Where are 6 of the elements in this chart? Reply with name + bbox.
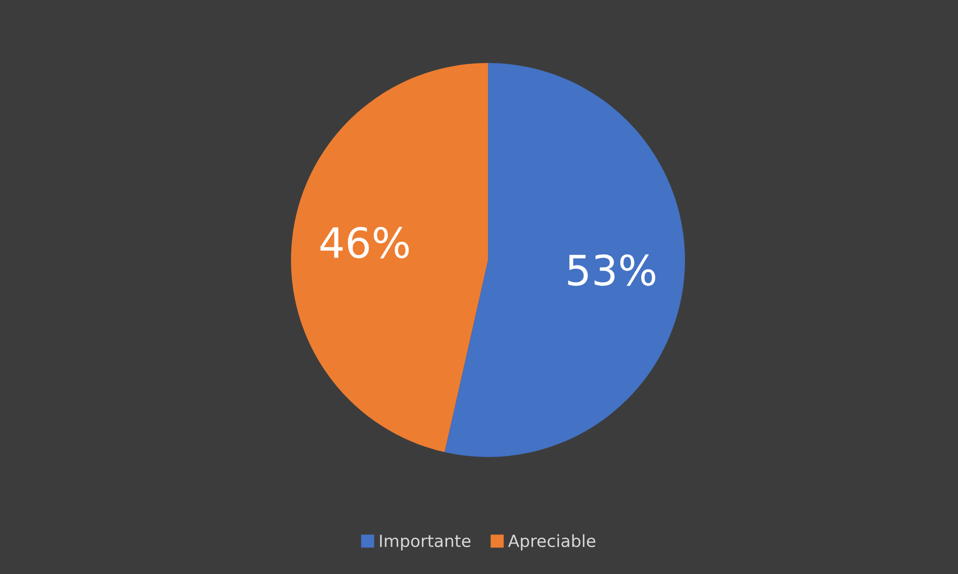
pie-slice [291,63,488,452]
legend-label: Apreciable [508,534,596,550]
legend-label: Importante [380,534,470,550]
data-label: 53% [568,254,656,286]
data-label: 46% [320,226,409,258]
pie-slice [444,63,685,457]
